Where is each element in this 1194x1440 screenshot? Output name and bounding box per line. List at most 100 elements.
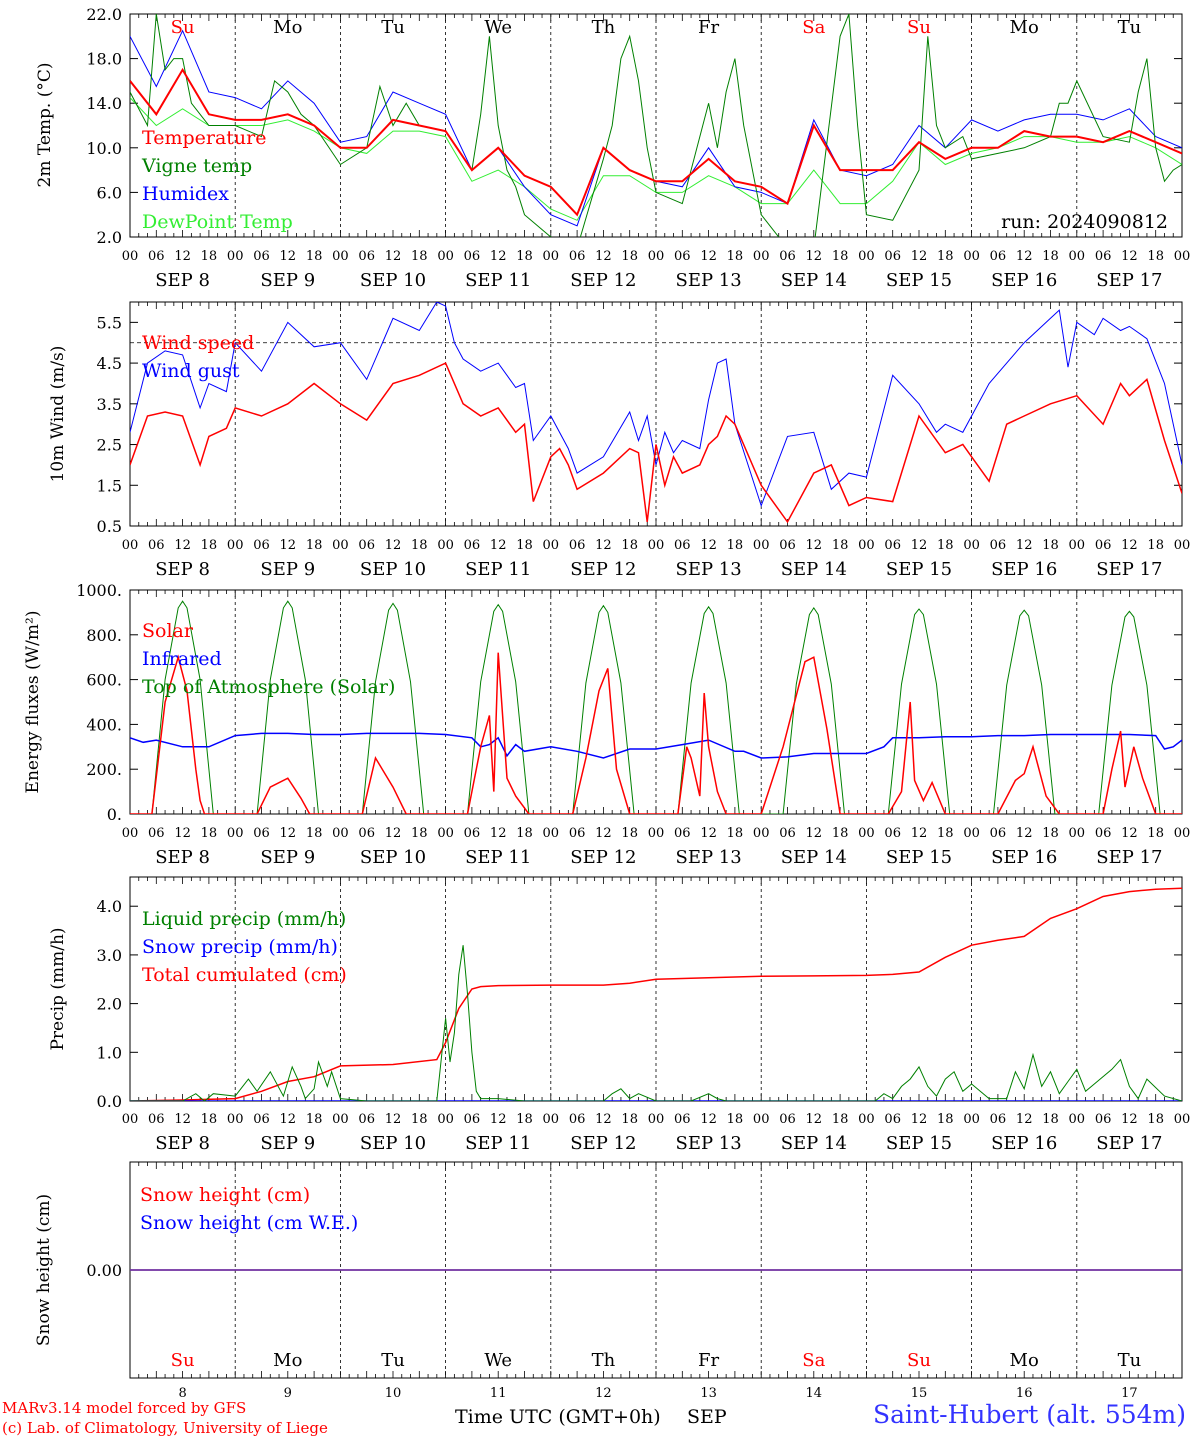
date-label: SEP 9: [260, 270, 315, 291]
date-label: SEP 16: [991, 270, 1057, 291]
y-axis-title: Snow height (cm): [34, 1194, 54, 1346]
hour-tick-label: 06: [464, 1112, 481, 1127]
hour-tick-label: 18: [201, 538, 218, 553]
day-name-label: Mo: [1010, 1350, 1039, 1371]
day-name-label: Su: [171, 17, 195, 38]
hour-tick-label: 12: [490, 249, 507, 264]
hour-tick-label: 00: [1174, 538, 1191, 553]
hour-tick-label: 12: [806, 538, 823, 553]
hour-tick-label: 00: [858, 538, 875, 553]
hour-tick-label: 06: [358, 249, 375, 264]
date-label: SEP 15: [886, 1133, 952, 1154]
day-name-label: We: [484, 17, 512, 38]
hour-tick-label: 06: [148, 538, 165, 553]
hour-tick-label: 18: [621, 538, 638, 553]
y-tick-label: 2.5: [97, 436, 122, 455]
date-label: SEP 15: [886, 270, 952, 291]
hour-tick-label: 18: [201, 249, 218, 264]
series-line-solar: [130, 652, 1182, 814]
hour-tick-label: 00: [227, 1112, 244, 1127]
date-label: SEP 17: [1096, 1133, 1162, 1154]
hour-tick-label: 18: [727, 249, 744, 264]
date-label: SEP 17: [1096, 559, 1162, 580]
date-label: SEP 17: [1096, 270, 1162, 291]
legend-entry: Snow height (cm W.E.): [140, 1212, 358, 1234]
y-tick-label: 22.0: [86, 5, 122, 24]
day-name-label: Th: [592, 1350, 616, 1371]
hour-tick-label: 12: [1016, 1112, 1033, 1127]
date-label: SEP 10: [360, 270, 426, 291]
date-label: SEP 9: [260, 847, 315, 868]
panel-frame: [129, 301, 1183, 527]
bottom-day-number: 11: [490, 1386, 507, 1401]
hour-tick-label: 06: [148, 1112, 165, 1127]
hour-tick-label: 06: [990, 826, 1007, 841]
series-line-top-of-atmosphere-solar-: [130, 600, 1182, 814]
hour-tick-label: 18: [516, 249, 533, 264]
hour-tick-label: 12: [806, 249, 823, 264]
hour-tick-label: 00: [122, 538, 139, 553]
date-label: SEP 12: [570, 847, 636, 868]
hour-tick-label: 18: [201, 826, 218, 841]
hour-tick-label: 06: [779, 538, 796, 553]
hour-tick-label: 12: [490, 538, 507, 553]
hour-tick-label: 06: [884, 538, 901, 553]
date-label: SEP 13: [675, 847, 741, 868]
hour-tick-label: 00: [858, 826, 875, 841]
hour-tick-label: 00: [437, 249, 454, 264]
date-label: SEP 14: [781, 270, 847, 291]
hour-tick-label: 18: [621, 249, 638, 264]
legend-entry: Wind speed: [142, 332, 254, 354]
y-tick-label: 14.0: [86, 94, 122, 113]
y-axis-title: 10m Wind (m/s): [48, 346, 68, 483]
hour-tick-label: 12: [174, 249, 191, 264]
day-name-label: Tu: [381, 17, 405, 38]
day-name-label: Th: [592, 17, 616, 38]
hour-tick-label: 12: [911, 538, 928, 553]
hour-tick-label: 18: [306, 249, 323, 264]
bottom-day-number: 9: [284, 1386, 292, 1401]
hour-tick-label: 06: [253, 826, 270, 841]
day-name-label: Mo: [273, 1350, 302, 1371]
hour-tick-label: 18: [937, 826, 954, 841]
panel-temperature: 00 06 12 18 SEP 8 00 06 12 18 SEP 9 00 06 12 18 SEP 10…: [35, 5, 1190, 291]
hour-tick-label: 00: [648, 826, 665, 841]
hour-tick-label: 18: [1042, 538, 1059, 553]
hour-tick-label: 06: [779, 1112, 796, 1127]
y-tick-label: 4.5: [97, 354, 122, 373]
hour-tick-label: 06: [674, 1112, 691, 1127]
bottom-day-number: 10: [385, 1386, 402, 1401]
hour-tick-label: 00: [1174, 1112, 1191, 1127]
hour-tick-label: 06: [674, 538, 691, 553]
hour-tick-label: 12: [595, 1112, 612, 1127]
hour-tick-label: 00: [543, 826, 560, 841]
hour-tick-label: 06: [674, 826, 691, 841]
series-line-temperature: [130, 67, 1182, 217]
series-line-total-cumulated-cm-: [130, 887, 1182, 1101]
hour-tick-label: 00: [543, 538, 560, 553]
hour-tick-label: 18: [1042, 1112, 1059, 1127]
day-name-label: Tu: [1118, 17, 1142, 38]
hour-tick-label: 18: [411, 538, 428, 553]
hour-tick-label: 12: [1121, 826, 1138, 841]
panel-energy: 00 06 12 18 SEP 8 00 06 12 18 SEP 9 00 06 12 18 SEP 10…: [23, 581, 1190, 868]
hour-tick-label: 00: [753, 826, 770, 841]
date-label: SEP 14: [781, 559, 847, 580]
legend-entry: Wind gust: [142, 360, 240, 382]
hour-tick-label: 00: [963, 1112, 980, 1127]
run-label: run: 2024090812: [1001, 211, 1168, 233]
date-label: SEP 9: [260, 1133, 315, 1154]
date-label: SEP 13: [675, 270, 741, 291]
hour-tick-label: 06: [990, 538, 1007, 553]
hour-tick-label: 12: [385, 826, 402, 841]
day-name-label: Sa: [802, 17, 825, 38]
hour-tick-label: 06: [1095, 1112, 1112, 1127]
hour-tick-label: 06: [358, 538, 375, 553]
hour-tick-label: 12: [174, 538, 191, 553]
hour-tick-label: 00: [858, 249, 875, 264]
hour-tick-label: 06: [569, 826, 586, 841]
hour-tick-label: 18: [832, 538, 849, 553]
hour-tick-label: 12: [595, 538, 612, 553]
hour-tick-label: 00: [227, 538, 244, 553]
date-label: SEP 14: [781, 1133, 847, 1154]
